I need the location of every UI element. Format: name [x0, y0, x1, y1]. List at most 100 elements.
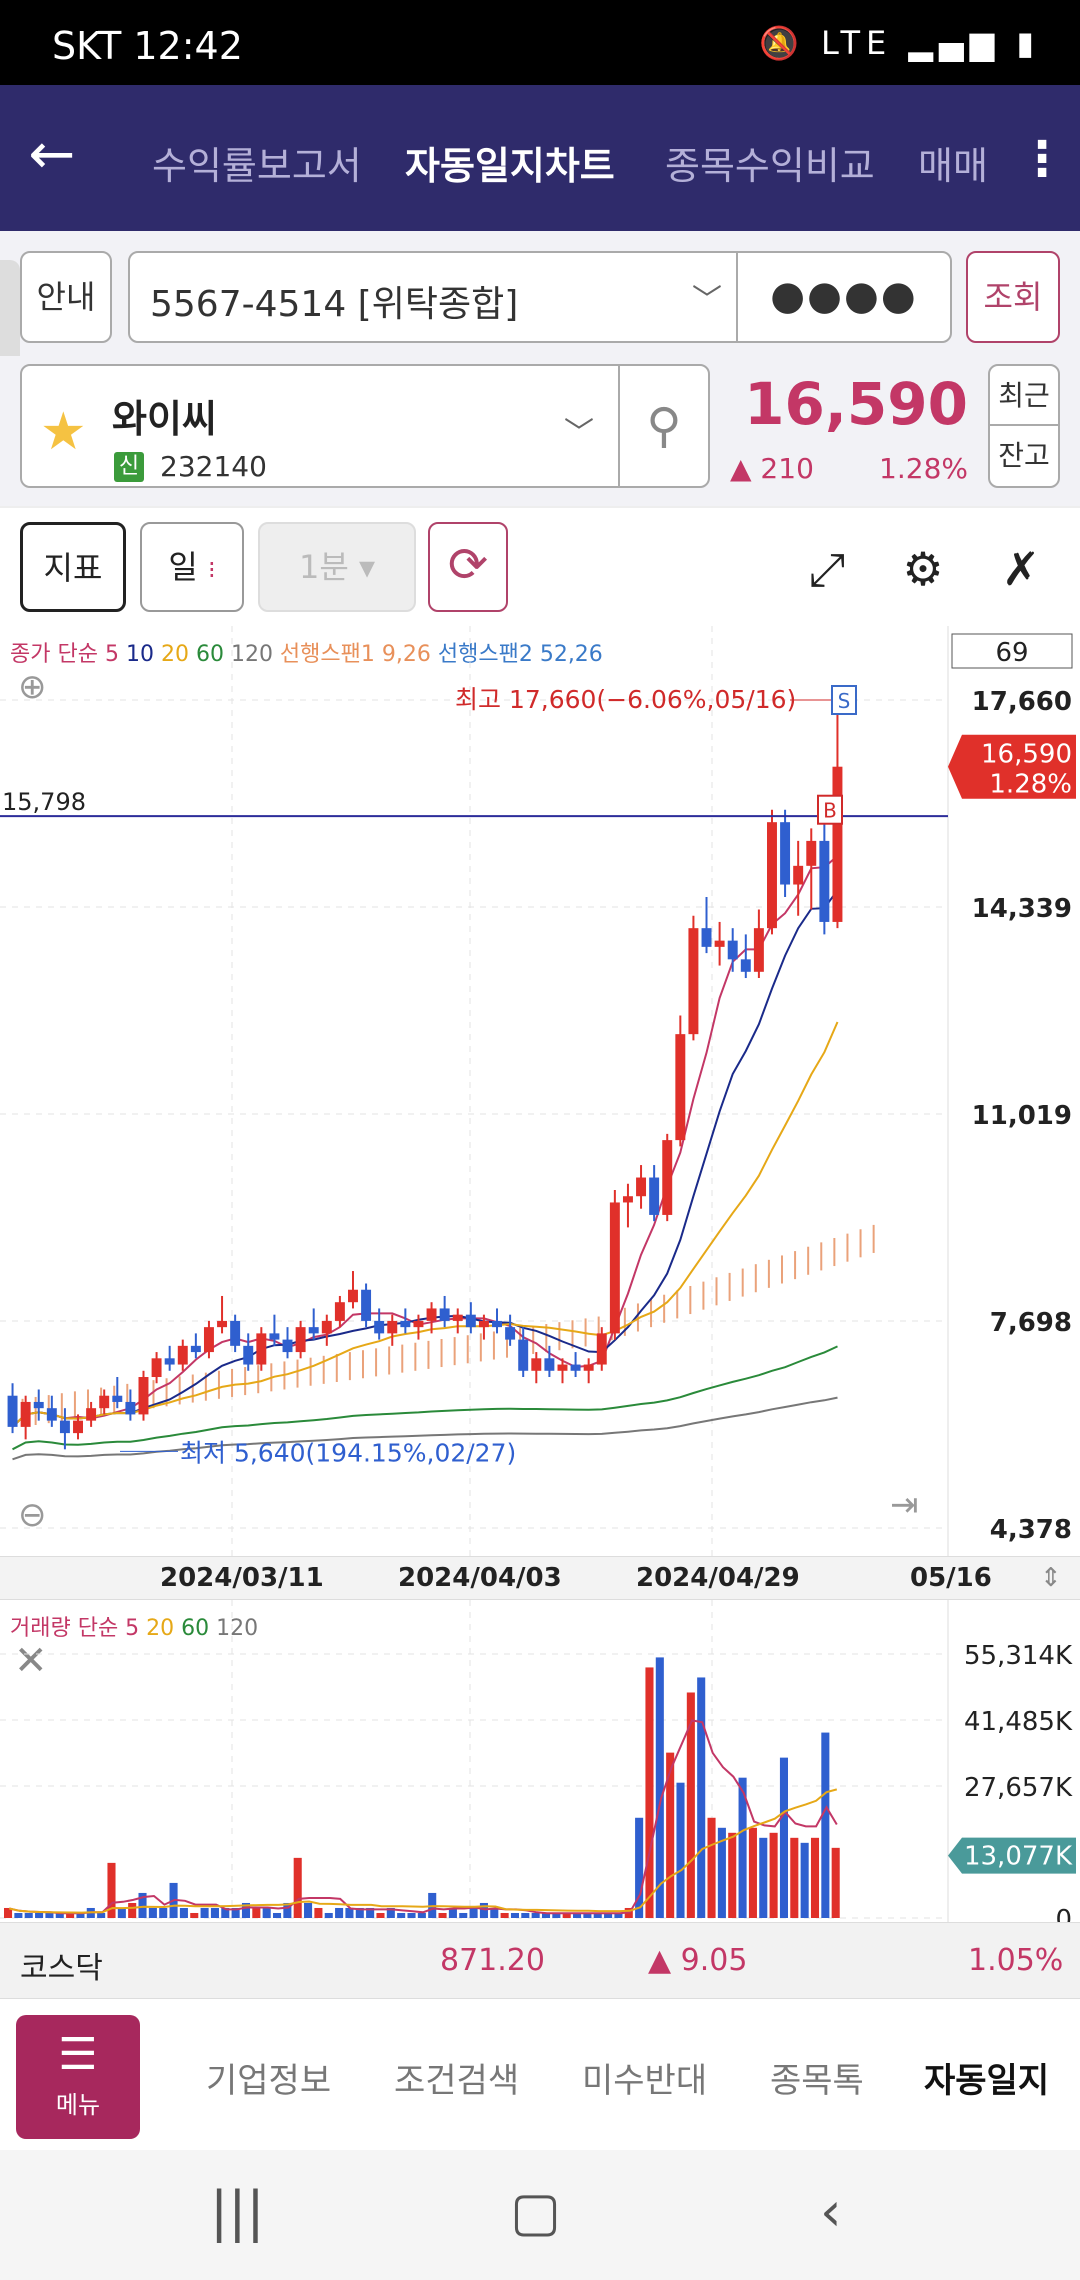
- legend-item: 60: [174, 1616, 210, 1641]
- volume-bar: [345, 1907, 354, 1918]
- nav-auto-journal[interactable]: 자동일지: [924, 2061, 1050, 2101]
- fullscreen-icon[interactable]: ⤢: [808, 542, 846, 596]
- search-button[interactable]: ⚲: [618, 364, 710, 488]
- minute-select: 1분 ▾: [258, 522, 416, 612]
- tab-trade[interactable]: 매매: [918, 144, 988, 188]
- candle-body: [177, 1345, 188, 1365]
- volume-bar: [686, 1692, 695, 1918]
- price-chart-svg[interactable]: 17,660 14,339 11,019 7,698 4,378 69 15,798 16,5…: [0, 626, 1080, 1556]
- current-price-flag: [948, 734, 1076, 799]
- star-icon[interactable]: ★: [40, 402, 87, 462]
- candle-body: [203, 1327, 214, 1353]
- close-icon[interactable]: ✕: [14, 1638, 48, 1684]
- period-button[interactable]: 일 ⁝: [140, 522, 244, 612]
- volume-bar: [821, 1732, 830, 1918]
- candle-body: [505, 1327, 516, 1340]
- legend-item: 거래량 단순 5: [10, 1616, 140, 1641]
- stock-name: 와이씨: [112, 397, 217, 441]
- volume-bar: [386, 1907, 395, 1918]
- current-volume-flag: [948, 1837, 1076, 1874]
- index-change-pct: 1.05%: [968, 1943, 1064, 1978]
- price-axis-label: 7,698: [990, 1308, 1072, 1338]
- index-value: 871.20: [440, 1943, 545, 1978]
- moving-average-line: [11, 1021, 839, 1428]
- back-icon[interactable]: ‹: [820, 2180, 842, 2243]
- candle-body: [217, 1320, 228, 1328]
- candle-body: [321, 1320, 332, 1334]
- legend-item: 선행스팬1 9,26: [272, 642, 431, 667]
- account-select[interactable]: 5567-4514 [위탁종합] ﹀: [128, 251, 738, 343]
- candle-body: [478, 1320, 489, 1328]
- volume-bar: [769, 1832, 778, 1918]
- volume-chart-svg[interactable]: 55,314K 41,485K 27,657K 0 13,077K: [0, 1600, 1080, 1922]
- nav-company-info[interactable]: 기업정보: [206, 2061, 332, 2101]
- tab-stock-profit-compare[interactable]: 종목수익비교: [665, 144, 875, 188]
- tab-auto-journal-chart[interactable]: 자동일지차트: [405, 144, 615, 188]
- bottom-nav: ☰ 메뉴 기업정보 조건검색 미수반대 종목톡 자동일지: [0, 1998, 1080, 2150]
- legend-item: 종가 단순 5: [10, 642, 119, 667]
- recent-button[interactable]: 최근: [990, 366, 1058, 426]
- nav-stock-talk[interactable]: 종목톡: [770, 2061, 864, 2101]
- date-tick: 2024/04/29: [636, 1563, 800, 1593]
- stock-select[interactable]: ★ 와이씨 신 232140 ﹀: [20, 364, 620, 488]
- candle-body: [59, 1420, 70, 1434]
- candle-body: [819, 840, 830, 922]
- tools-icon[interactable]: ✗: [1001, 542, 1041, 596]
- candle-body: [46, 1408, 57, 1421]
- volume-axis-label: 27,657K: [964, 1773, 1073, 1803]
- candle-body: [596, 1333, 607, 1365]
- candle-body: [609, 1202, 620, 1334]
- volume-chart[interactable]: 거래량 단순 5 20 60 120 ✕ 55,314K 41,485K 27,65…: [0, 1600, 1080, 1922]
- home-icon[interactable]: ▢: [510, 2180, 562, 2243]
- moving-average-line: [12, 1345, 838, 1451]
- volume-bar: [148, 1907, 157, 1918]
- candle-body: [20, 1401, 31, 1427]
- password-field[interactable]: ●●●●: [736, 251, 952, 343]
- query-button[interactable]: 조회: [966, 251, 1060, 343]
- menu-button[interactable]: ☰ 메뉴: [16, 2015, 140, 2139]
- volume-bar: [252, 1907, 261, 1918]
- go-end-icon: ⇥: [890, 1485, 919, 1525]
- sell-marker-label: S: [838, 689, 851, 713]
- candle-body: [269, 1333, 280, 1340]
- volume-bar: [241, 1902, 251, 1918]
- candle-body: [557, 1364, 568, 1371]
- moving-average-line: [11, 855, 839, 1428]
- volume-bar: [97, 1912, 106, 1918]
- volume-bar: [645, 1667, 654, 1918]
- moving-average-line: [11, 889, 839, 1428]
- nav-condition-search[interactable]: 조건검색: [394, 2061, 520, 2101]
- volume-bar: [314, 1907, 323, 1918]
- price-chart[interactable]: 종가 단순 5 10 20 60 120 선행스팬1 9,26 선행스팬2 52…: [0, 626, 1080, 1556]
- volume-bar: [14, 1912, 23, 1918]
- candle-body: [570, 1364, 581, 1371]
- volume-bar: [397, 1912, 406, 1918]
- volume-bar: [272, 1912, 282, 1918]
- candle-body: [7, 1395, 18, 1427]
- volume-bar: [521, 1912, 530, 1918]
- volume-bar: [76, 1912, 85, 1918]
- refresh-button[interactable]: ⟳: [428, 522, 508, 612]
- candle-body: [622, 1196, 633, 1203]
- candle-body: [151, 1358, 162, 1378]
- volume-bar: [24, 1912, 33, 1918]
- nav-unsettled[interactable]: 미수반대: [582, 2061, 708, 2101]
- balance-button[interactable]: 잔고: [998, 439, 1050, 472]
- chart-toolbar: 지표 일 ⁝ 1분 ▾ ⟳ ⤢ ⚙ ✗: [0, 506, 1080, 626]
- candle-body: [583, 1364, 594, 1371]
- volume-bar: [810, 1837, 820, 1918]
- volume-bar: [779, 1757, 788, 1918]
- recent-apps-icon[interactable]: |||: [210, 2180, 265, 2243]
- legend-item: 120: [223, 642, 273, 667]
- recent-balance-toggle[interactable]: 최근 잔고: [988, 364, 1060, 488]
- more-menu-icon[interactable]: ⋮: [1018, 131, 1066, 187]
- indicator-button[interactable]: 지표: [20, 522, 126, 612]
- back-arrow-icon[interactable]: ←: [28, 122, 76, 187]
- price-axis-label: 11,019: [972, 1101, 1072, 1131]
- gear-icon[interactable]: ⚙: [902, 542, 944, 596]
- tab-profit-report[interactable]: 수익률보고서: [152, 144, 362, 188]
- guide-button[interactable]: 안내: [20, 251, 112, 343]
- volume-bar: [438, 1912, 447, 1918]
- volume-bar: [831, 1847, 840, 1918]
- scroll-arrows-icon[interactable]: ⇕: [1040, 1563, 1062, 1593]
